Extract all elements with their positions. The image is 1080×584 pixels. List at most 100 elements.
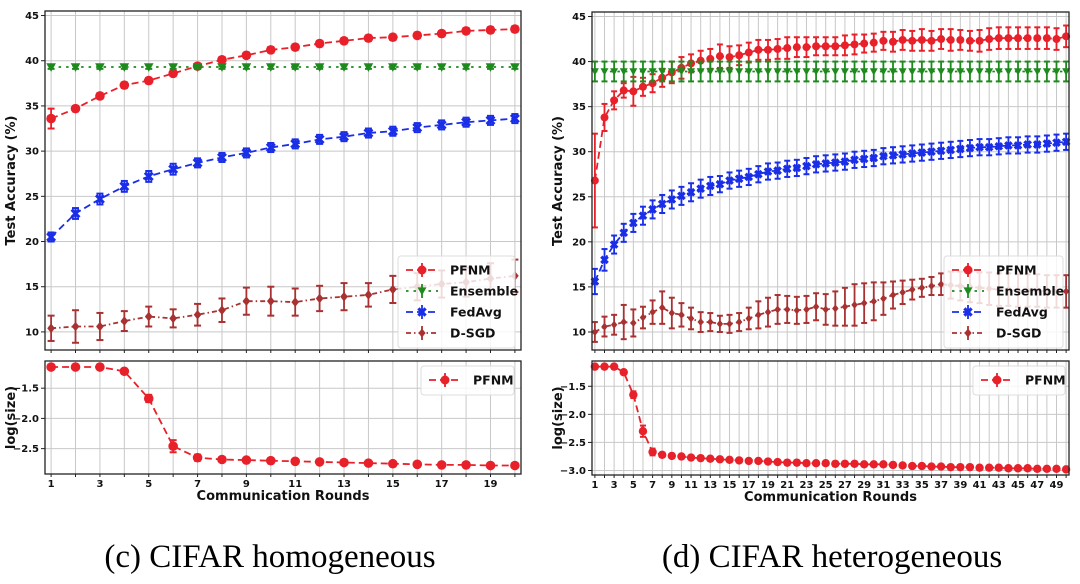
data-point — [984, 142, 994, 152]
data-point — [619, 228, 629, 238]
data-point — [638, 211, 648, 221]
data-point — [46, 113, 56, 124]
data-point — [763, 45, 772, 54]
data-point — [735, 51, 744, 60]
data-point — [812, 42, 821, 51]
data-point — [686, 187, 696, 197]
data-point — [339, 36, 349, 46]
legend-item-ensemble: Ensemble — [406, 284, 518, 299]
data-point — [821, 459, 830, 468]
data-point — [975, 463, 984, 472]
data-point — [600, 255, 609, 265]
data-point — [95, 91, 105, 101]
x-tick-label: 9 — [668, 480, 675, 491]
data-point — [774, 305, 781, 314]
x-axis-label: Communication Rounds — [744, 490, 917, 505]
data-point — [677, 191, 686, 201]
data-point — [802, 459, 811, 468]
data-point — [412, 459, 423, 470]
legend-marker — [418, 328, 426, 338]
x-tick-label: 47 — [1030, 480, 1044, 491]
data-point — [1052, 35, 1061, 44]
data-point — [850, 68, 859, 76]
data-point — [879, 151, 888, 161]
top-c-series-fedavg — [46, 113, 520, 243]
legend-marker — [963, 265, 973, 275]
bottom-c-legend: PFNM — [420, 365, 515, 396]
x-tick-label: 19 — [761, 480, 775, 491]
x-tick-label: 15 — [723, 480, 737, 491]
legend-item-fedavg: FedAvg — [952, 305, 1048, 320]
data-point — [994, 34, 1003, 43]
data-point — [590, 362, 600, 371]
y-tick-label: 10 — [572, 327, 586, 338]
top-c-series-ensemble — [46, 63, 520, 72]
x-tick-label: 1 — [591, 480, 598, 491]
data-point — [658, 450, 667, 459]
data-point — [985, 35, 994, 44]
data-point — [601, 322, 608, 331]
data-point — [168, 68, 178, 79]
y-tick-label: 45 — [572, 12, 586, 23]
data-point — [1061, 465, 1071, 474]
data-point — [1004, 68, 1013, 76]
data-point — [965, 462, 975, 472]
data-point — [119, 80, 130, 90]
data-point — [946, 35, 955, 44]
data-point — [678, 310, 685, 319]
data-point — [485, 460, 496, 471]
data-point — [677, 68, 686, 76]
y-tick-label: 45 — [25, 11, 39, 22]
data-point — [290, 63, 301, 72]
data-point — [94, 194, 105, 205]
data-point — [705, 181, 715, 191]
data-point — [412, 63, 423, 72]
data-point — [1032, 140, 1042, 149]
data-point — [946, 145, 956, 155]
x-tick-label: 39 — [953, 480, 967, 491]
legend-label: D-SGD — [450, 326, 495, 341]
data-point — [965, 36, 974, 45]
legend-item-fedavg: FedAvg — [406, 305, 502, 320]
data-point — [610, 96, 619, 105]
data-point — [47, 323, 55, 334]
data-point — [315, 293, 324, 304]
data-point — [648, 447, 657, 457]
data-point — [946, 462, 955, 472]
data-point — [638, 426, 648, 436]
data-point — [928, 282, 935, 291]
data-point — [859, 154, 869, 164]
x-tick-label: 37 — [934, 480, 948, 491]
data-point — [937, 280, 945, 289]
data-point — [840, 157, 850, 166]
data-point — [1033, 34, 1042, 43]
data-point — [830, 158, 840, 167]
data-point — [889, 37, 898, 46]
bottom-d-ylabel: log(size) — [551, 386, 566, 449]
x-tick-label: 45 — [1011, 480, 1025, 491]
data-point — [144, 311, 153, 322]
x-tick-label: 7 — [194, 479, 201, 490]
data-point — [821, 68, 830, 76]
bottom-d-grid — [592, 361, 1069, 475]
panel-test-accuracy-c: 10 15 20 25 30 35 40 45 Test Accuracy (%) PFNM Ens… — [4, 10, 522, 353]
y-tick-label: −2.0 — [560, 410, 586, 421]
data-point — [831, 459, 840, 468]
legend-label: FedAvg — [996, 305, 1048, 320]
bottom-d-series-pfnm — [590, 362, 1071, 474]
data-point — [898, 68, 907, 76]
data-point — [1013, 464, 1023, 473]
data-point — [510, 460, 520, 471]
legend-item-pfnm: PFNM — [952, 263, 1037, 278]
x-tick-label: 5 — [145, 479, 152, 490]
legend-label: PFNM — [996, 263, 1037, 278]
series-line — [50, 28, 515, 120]
data-point — [619, 86, 628, 95]
bottom-c-series-pfnm — [46, 362, 520, 471]
data-point — [811, 459, 821, 468]
data-point — [70, 103, 81, 114]
series-line — [50, 117, 515, 238]
data-point — [339, 457, 349, 468]
data-point — [975, 68, 984, 76]
